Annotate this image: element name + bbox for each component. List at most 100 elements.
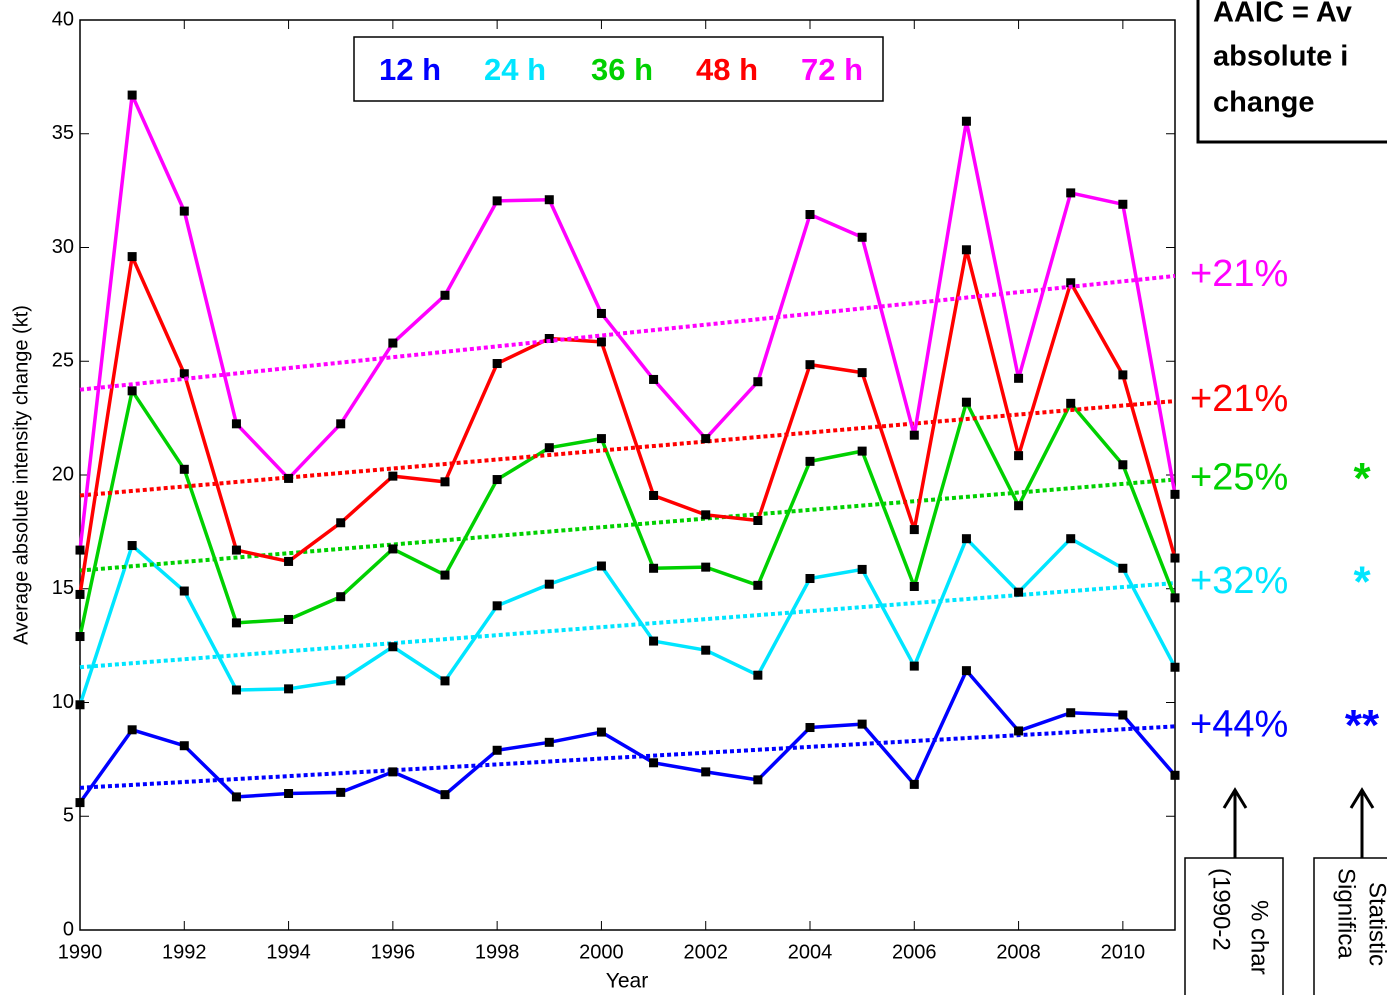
x-tick-label: 2000 xyxy=(579,941,624,963)
point-marker xyxy=(1014,501,1024,511)
point-marker xyxy=(231,685,241,695)
series-line xyxy=(78,93,1177,551)
point-marker xyxy=(857,564,867,574)
point-marker xyxy=(596,434,606,444)
point-marker xyxy=(127,252,137,262)
point-marker xyxy=(284,556,294,566)
point-marker xyxy=(492,359,502,369)
significance-label: * xyxy=(1353,558,1371,607)
point-marker xyxy=(231,545,241,555)
y-axis-label: Average absolute intensity change (kt) xyxy=(10,305,32,645)
point-marker xyxy=(1066,534,1076,544)
trend-line xyxy=(79,581,1176,670)
point-marker xyxy=(75,798,85,808)
point-marker xyxy=(596,561,606,571)
x-tick-label: 1990 xyxy=(58,941,103,963)
point-marker xyxy=(909,581,919,591)
point-marker xyxy=(1066,708,1076,718)
x-tick-label: 1994 xyxy=(266,941,311,963)
point-marker xyxy=(440,477,450,487)
point-marker xyxy=(284,789,294,798)
legend-label: 36 h xyxy=(591,52,653,87)
point-marker xyxy=(336,592,346,602)
arrow xyxy=(1349,787,1375,858)
point-marker xyxy=(231,419,241,429)
point-marker xyxy=(1014,587,1024,597)
point-marker xyxy=(179,206,189,216)
point-marker xyxy=(909,779,919,789)
point-marker xyxy=(701,562,711,572)
point-marker xyxy=(388,544,398,554)
series-line xyxy=(78,389,1177,637)
point-marker xyxy=(805,723,815,733)
point-marker xyxy=(336,676,346,686)
x-axis-label: Year xyxy=(606,970,648,993)
significance-box xyxy=(1313,857,1387,1000)
legend-label: 72 h xyxy=(801,52,863,87)
point-marker xyxy=(857,719,867,729)
y-tick-label: 0 xyxy=(63,918,74,940)
point-marker xyxy=(1170,553,1180,563)
point-marker xyxy=(544,195,554,205)
note-line: absolute i xyxy=(1213,41,1348,73)
change-box-line: (1990-2 xyxy=(1208,868,1235,951)
point-marker xyxy=(649,490,659,500)
arrow xyxy=(1222,787,1248,858)
point-marker xyxy=(440,570,450,580)
point-marker xyxy=(961,534,971,544)
note-box xyxy=(1196,0,1387,144)
point-marker xyxy=(544,579,554,589)
change-label: +44% xyxy=(1190,703,1288,745)
point-marker xyxy=(596,308,606,318)
point-marker xyxy=(179,741,189,751)
point-marker xyxy=(75,545,85,555)
point-marker xyxy=(701,434,711,444)
y-tick-label: 25 xyxy=(52,350,74,372)
point-marker xyxy=(909,525,919,535)
point-marker xyxy=(805,360,815,370)
point-marker xyxy=(961,397,971,407)
change-label: +21% xyxy=(1190,378,1288,420)
point-marker xyxy=(596,337,606,347)
point-marker xyxy=(231,618,241,628)
point-marker xyxy=(857,446,867,456)
point-marker xyxy=(1170,770,1180,780)
point-marker xyxy=(492,745,502,755)
point-marker xyxy=(649,636,659,646)
point-marker xyxy=(857,232,867,242)
point-marker xyxy=(701,510,711,520)
point-marker xyxy=(701,767,711,777)
point-marker xyxy=(75,700,85,710)
point-marker xyxy=(75,589,85,599)
point-marker xyxy=(1118,460,1128,470)
point-marker xyxy=(440,676,450,686)
point-marker xyxy=(127,541,137,551)
point-marker xyxy=(649,374,659,384)
change-box-line: % char xyxy=(1246,900,1273,975)
point-marker xyxy=(544,443,554,453)
point-marker xyxy=(127,725,137,735)
x-tick-label: 1992 xyxy=(162,941,207,963)
point-marker xyxy=(127,90,137,100)
y-tick-label: 15 xyxy=(52,577,74,599)
point-marker xyxy=(1066,398,1076,408)
x-tick-label: 2006 xyxy=(892,941,937,963)
significance-box-line: Significa xyxy=(1333,868,1360,959)
legend-label: 48 h xyxy=(696,52,758,87)
x-tick-label: 2010 xyxy=(1101,941,1146,963)
point-marker xyxy=(179,464,189,474)
point-marker xyxy=(284,614,294,624)
trend-line xyxy=(79,399,1176,498)
point-marker xyxy=(336,419,346,429)
point-marker xyxy=(753,580,763,590)
note-line: AAIC = Av xyxy=(1213,0,1352,29)
x-tick-label: 1998 xyxy=(475,941,520,963)
point-marker xyxy=(857,368,867,378)
point-marker xyxy=(649,758,659,768)
point-marker xyxy=(1014,373,1024,383)
point-marker xyxy=(1014,726,1024,736)
point-marker xyxy=(179,369,189,379)
point-marker xyxy=(492,475,502,485)
point-marker xyxy=(388,642,398,652)
point-marker xyxy=(909,661,919,671)
